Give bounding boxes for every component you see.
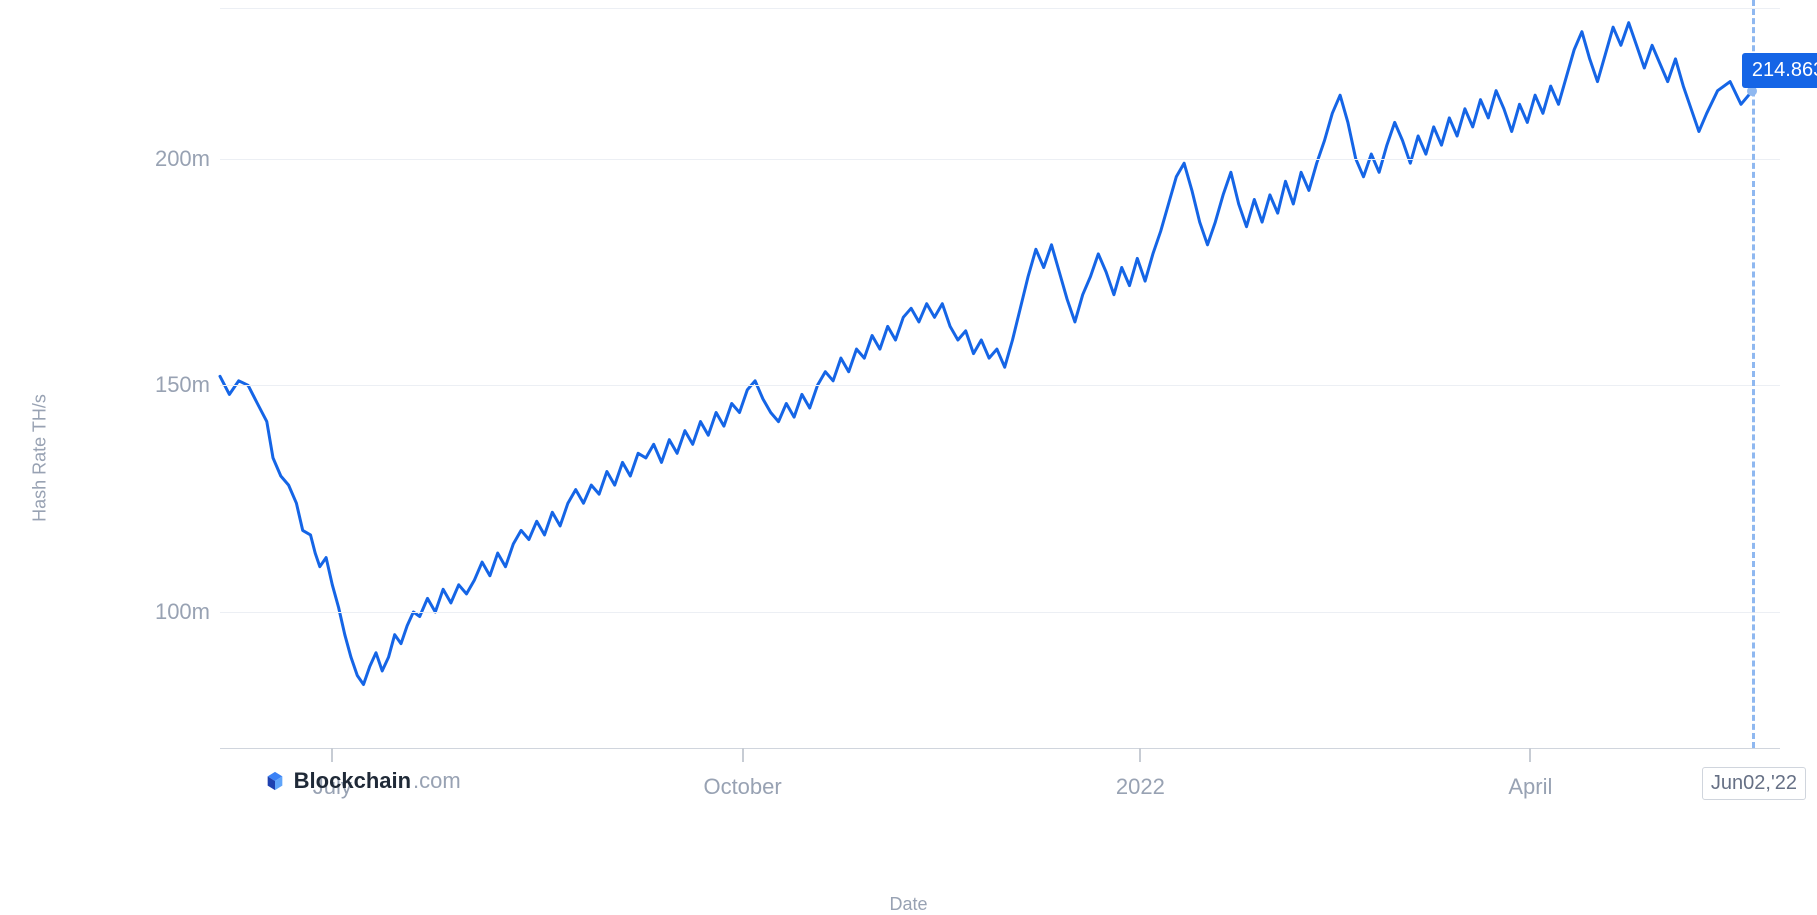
gridline [220,612,1780,613]
gridline [220,8,1780,9]
x-tick-label: 2022 [1116,774,1165,800]
x-tick-label: April [1508,774,1552,800]
y-tick-label: 150m [155,372,210,398]
y-tick-label: 100m [155,599,210,625]
gridline [220,385,1780,386]
x-tick [742,748,744,762]
x-tick-label: October [703,774,781,800]
watermark: Blockchain.com [264,768,461,794]
x-tick [331,748,333,762]
x-axis-title: Date [889,894,927,915]
line-series [220,0,1780,820]
gridline [220,159,1780,160]
crosshair-line [1752,0,1755,748]
y-tick-label: 200m [155,146,210,172]
crosshair-value-badge: 214.863m [1742,53,1817,88]
y-axis-title: Hash Rate TH/s [30,394,51,522]
plot-area[interactable]: JulyOctober2022April214.863mJun02,'22Blo… [220,0,1780,820]
blockchain-logo-icon [264,770,286,792]
x-tick [1529,748,1531,762]
hashrate-chart: Hash Rate TH/s Date JulyOctober2022April… [0,0,1817,915]
watermark-text-bold: Blockchain [294,768,411,794]
crosshair-date-badge: Jun02,'22 [1702,767,1806,800]
x-tick [1139,748,1141,762]
watermark-text-muted: .com [413,768,461,794]
baseline [220,748,1780,749]
